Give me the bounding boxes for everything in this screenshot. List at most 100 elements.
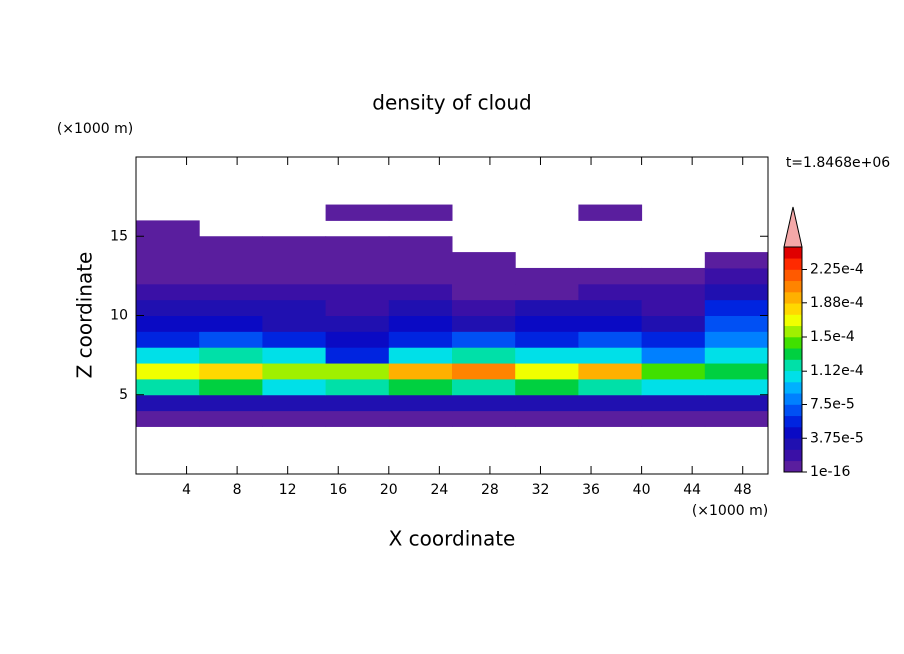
contour-cell	[388, 315, 453, 332]
contour-cell	[199, 331, 263, 348]
contour-cell	[704, 315, 769, 332]
contour-cell	[578, 363, 643, 380]
colorbar-tick-label: 1.88e-4	[810, 295, 864, 311]
contour-cell	[136, 410, 200, 427]
colorbar-band	[784, 247, 802, 259]
time-label: t=1.8468e+06	[786, 155, 890, 171]
contour-cell	[578, 267, 643, 285]
contour-cell	[515, 410, 579, 427]
contour-cell	[704, 331, 769, 348]
colorbar-band	[784, 427, 802, 439]
contour-cell	[578, 283, 643, 301]
contour-cell	[136, 378, 200, 396]
x-tick-label: 32	[532, 482, 550, 498]
contour-cell	[641, 378, 706, 396]
contour-cell	[515, 363, 579, 380]
contour-cell	[515, 331, 579, 348]
contour-cell	[388, 331, 453, 348]
colorbar-tick-label: 7.5e-5	[810, 397, 855, 413]
contour-cell	[136, 236, 200, 253]
x-tick-label: 20	[380, 482, 398, 498]
contour-cell	[325, 299, 390, 316]
contour-cell	[262, 410, 327, 427]
contour-cell	[578, 331, 643, 348]
contour-cell	[452, 252, 516, 269]
contour-cell	[325, 315, 390, 332]
colorbar-band	[784, 325, 802, 338]
contour-cell	[199, 299, 263, 316]
contour-cell	[325, 394, 390, 412]
contour-cell	[704, 347, 769, 364]
colorbar-band	[784, 303, 802, 315]
x-tick-label: 8	[233, 482, 242, 498]
contour-cell	[452, 283, 516, 301]
contour-cell	[262, 331, 327, 348]
colorbar-tick-label: 3.75e-5	[810, 430, 864, 446]
contour-cell	[704, 378, 769, 396]
colorbar-band	[784, 370, 802, 383]
contour-cell	[388, 299, 453, 316]
contour-cell	[199, 347, 263, 364]
contour-cell	[704, 252, 769, 269]
contour-cell	[199, 267, 263, 285]
x-axis-label: X coordinate	[389, 527, 516, 551]
y-tick-label: 10	[110, 308, 128, 324]
contour-cell	[641, 331, 706, 348]
colorbar-band	[784, 280, 802, 293]
contour-cell	[136, 331, 200, 348]
contour-cell	[325, 347, 390, 364]
contour-cell	[515, 283, 579, 301]
contour-cell	[388, 410, 453, 427]
chart-title: density of cloud	[372, 91, 531, 115]
contour-cell	[388, 378, 453, 396]
contour-cell	[515, 267, 579, 285]
colorbar-band	[784, 438, 802, 450]
contour-cell	[704, 283, 769, 301]
contour-cell	[578, 394, 643, 412]
colorbar-tick-label: 1.5e-4	[810, 329, 855, 345]
colorbar-band	[784, 460, 802, 473]
colorbar-band	[784, 393, 802, 405]
contour-cell	[199, 394, 263, 412]
contour-cell	[578, 347, 643, 364]
contour-cell	[262, 347, 327, 364]
contour-cell	[578, 315, 643, 332]
contour-cell	[136, 299, 200, 316]
x-tick-label: 4	[182, 482, 191, 498]
contour-cell	[136, 252, 200, 269]
colorbar-tick-label: 1e-16	[810, 464, 850, 480]
contour-cell	[452, 331, 516, 348]
contour-cell	[388, 236, 453, 253]
contour-cell	[325, 410, 390, 427]
contour-cell	[325, 252, 390, 269]
contour-cell	[641, 347, 706, 364]
y-axis-label: Z coordinate	[73, 252, 97, 379]
contour-cell	[388, 252, 453, 269]
contour-cell	[452, 315, 516, 332]
colorbar-tick-label: 2.25e-4	[810, 262, 864, 278]
contour-cell	[199, 378, 263, 396]
contour-cell	[325, 378, 390, 396]
contour-cell	[136, 220, 200, 237]
contour-cell	[388, 267, 453, 285]
contour-cell	[136, 394, 200, 412]
contour-cell	[452, 394, 516, 412]
contour-cell	[641, 363, 706, 380]
contour-cell	[262, 267, 327, 285]
contour-cell	[199, 283, 263, 301]
contour-cell	[704, 410, 769, 427]
contour-cell	[704, 394, 769, 412]
colorbar-tick-label: 1.12e-4	[810, 363, 864, 379]
contour-cell	[199, 236, 263, 253]
colorbar-band	[784, 292, 802, 304]
contour-cell	[452, 410, 516, 427]
contour-cell	[515, 378, 579, 396]
contour-cell	[388, 204, 453, 221]
contour-cell	[388, 394, 453, 412]
contour-cell	[388, 347, 453, 364]
contour-cell	[199, 410, 263, 427]
contour-cell	[136, 315, 200, 332]
colorbar-band	[784, 314, 802, 327]
x-tick-label: 28	[481, 482, 499, 498]
